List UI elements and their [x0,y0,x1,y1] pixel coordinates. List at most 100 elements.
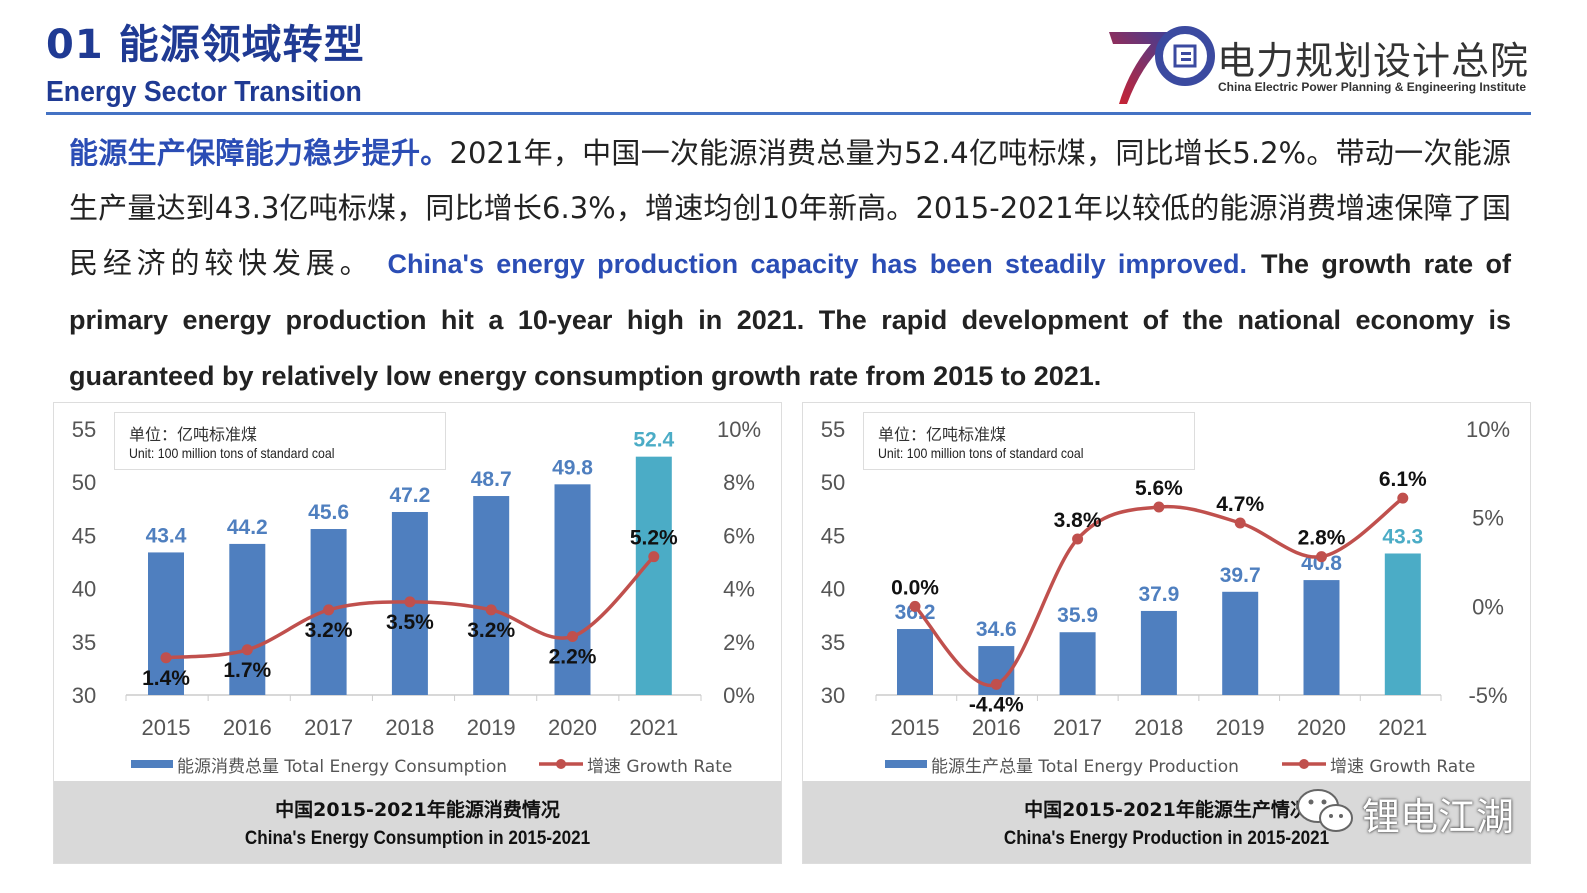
consumption-chart-panel: 55 50 45 40 35 30 10% 8% 6% 4% 2% 0% 43.4 2015 44.2 201… [53,402,782,864]
unit-cn: 单位：亿吨标准煤 [129,425,258,444]
growth-rate-point [567,630,578,642]
growth-rate-point [1153,501,1165,513]
production-chart-panel: 55 50 45 40 35 30 10% 5% 0% -5% 36.2 2015 34.6 2016 35… [802,402,1531,864]
growth-rate-label: 3.8% [1054,509,1102,532]
x-tick-label: 2016 [972,715,1021,740]
logo-text-en: China Electric Power Planning & Engineer… [1218,80,1527,94]
y-tick-label: 40 [72,577,96,602]
legend-swatch-bar [885,760,927,768]
bar [473,496,510,695]
growth-rate-point [909,600,921,612]
growth-rate-label: 3.5% [386,611,434,634]
y2-tick-label: 5% [1472,506,1504,531]
growth-rate-point [648,551,660,563]
growth-rate-label: 5.6% [1135,477,1183,500]
y2-tick-label: 0% [723,683,755,708]
y-tick-label: 55 [72,417,96,442]
wechat-icon [1297,789,1353,832]
chart-caption: 中国2015-2021年能源消费情况 China's Energy Consum… [54,781,781,863]
x-tick-label: 2019 [467,715,516,740]
x-tick-label: 2018 [385,715,434,740]
bar [1222,591,1259,695]
legend-swatch-bar [131,760,173,768]
growth-rate-label: 5.2% [630,527,678,550]
watermark: 锂电江湖 [1290,780,1530,840]
bar [897,629,933,695]
x-tick-label: 2020 [548,715,597,740]
text-cn-1: 2021年，中国一次能源消费总量为52.4亿吨标煤，同比增长5.2%。带动一次能… [69,136,1511,225]
legend-label-bar: 能源消费总量 Total Energy Consumption [177,757,507,777]
growth-rate-label: 1.4% [142,667,190,690]
bar [1384,553,1421,695]
page-title: 01 能源领域转型 [46,22,365,68]
y-tick-label: 45 [72,523,96,548]
bar [1140,610,1177,695]
bar [148,552,184,695]
x-tick-label: 2017 [1053,715,1102,740]
logo-70-mark-icon [1109,26,1215,104]
chart-title-en: China's Energy Consumption in 2015-2021 [244,828,591,849]
bar-value-label: 34.6 [976,618,1017,641]
growth-rate-label: 2.2% [549,645,597,668]
bar-value-label: 45.6 [308,501,349,524]
legend-swatch-point [556,759,566,769]
unit-en: Unit: 100 million tons of standard coal [129,445,335,461]
y2-tick-label: 10% [1466,417,1510,442]
bar [554,484,591,695]
production-chart: 55504540353010%5%0%-5%36.2201534.6201635… [821,417,1510,777]
y-tick-label: 55 [821,417,845,442]
y-tick-label: 30 [821,683,845,708]
bar-value-label: 47.2 [389,484,430,507]
page-subtitle: Energy Sector Transition [46,76,362,108]
consumption-chart: 55 50 45 40 35 30 10% 8% 6% 4% 2% 0% 43.4 2015 44.2 201… [72,417,761,777]
y-tick-label: 50 [821,470,845,495]
growth-rate-point [323,604,335,616]
bar [635,456,672,695]
growth-rate-point [1072,533,1084,545]
legend-label-line: 增速 Growth Rate [1330,757,1475,777]
bar-value-label: 52.4 [633,429,674,452]
y-tick-label: 40 [821,577,845,602]
y-tick-label: 30 [72,683,96,708]
logo-text-cn: 电力规划设计总院 [1217,39,1530,83]
highlight-en: China's energy production capacity has b… [387,249,1247,279]
y-tick-label: 35 [72,630,96,655]
y-tick-label: 50 [72,470,96,495]
highlight-cn: 能源生产保障能力稳步提升。 [69,136,450,170]
y2-tick-label: -5% [1468,683,1507,708]
growth-rate-label: 1.7% [223,659,271,682]
growth-rate-label: 3.2% [305,619,353,642]
text-en: The growth rate of primary energy produc… [69,249,1511,391]
chart-caption: 中国2015-2021年能源生产情况 China's Energy Produc… [803,781,1530,863]
watermark-text: 锂电江湖 [1362,795,1515,839]
bar [229,543,266,695]
y-tick-label: 35 [821,630,845,655]
x-tick-label: 2021 [1378,715,1427,740]
legend-label-line: 增速 Growth Rate [587,757,732,777]
growth-rate-point [241,644,253,656]
chart-title-en: China's Energy Production in 2015-2021 [1003,828,1330,849]
y-tick-label: 45 [821,523,845,548]
bar-value-label: 43.4 [146,524,187,547]
bar-value-label: 37.9 [1138,583,1179,606]
growth-rate-point [1397,492,1409,504]
legend-swatch-point [1299,759,1309,769]
bar-value-label: 48.7 [471,468,512,491]
bar-value-label: 35.9 [1057,604,1098,627]
growth-rate-label: 3.2% [467,619,515,642]
growth-rate-label: 0.0% [891,576,939,599]
growth-rate-label: 6.1% [1379,468,1427,491]
bar-value-label: 39.7 [1220,564,1261,587]
growth-rate-point [1234,517,1246,529]
y2-tick-label: 8% [723,470,755,495]
x-tick-label: 2018 [1134,715,1183,740]
x-tick-label: 2019 [1216,715,1265,740]
y2-tick-label: 4% [723,577,755,602]
legend-label-bar: 能源生产总量 Total Energy Production [931,757,1239,777]
unit-box: 单位：亿吨标准煤 Unit: 100 million tons of stand… [863,412,1195,470]
text-cn-2: 2015-2021年以较低的能源消费增速保障了国民经济的较快发展。 [69,191,1511,280]
y2-tick-label: 6% [723,523,755,548]
bar-value-label: 44.2 [227,516,268,539]
y2-tick-label: 2% [723,630,755,655]
growth-rate-point [990,678,1002,690]
